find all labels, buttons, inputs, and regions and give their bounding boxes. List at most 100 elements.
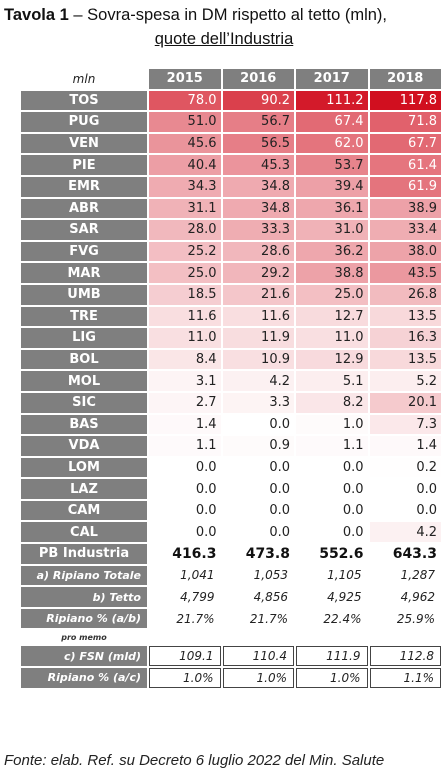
memo-data-label: c) FSN (mld) [21, 646, 147, 667]
region-value: 11.0 [296, 328, 368, 348]
memo-data-value: 112.8 [369, 646, 441, 667]
memo-data-label: Ripiano % (a/c) [21, 668, 147, 688]
region-label: TRE [21, 306, 147, 327]
region-label: ABR [21, 198, 147, 219]
region-value: 26.8 [369, 284, 441, 305]
region-value: 21.6 [222, 284, 294, 305]
region-value: 3.1 [149, 371, 221, 391]
region-value: 11.6 [222, 306, 294, 327]
region-row: ABR 31.1 34.8 36.1 38.9 [21, 198, 441, 219]
summary-value: 4,962 [369, 587, 441, 607]
region-value: 25.2 [149, 241, 221, 262]
title-number: Tavola 1 [4, 6, 69, 24]
region-label: PIE [21, 155, 147, 175]
region-value: 40.4 [149, 155, 221, 175]
overspending-table: mln 2015 2016 2017 2018 TOS 78.0 90.2 111.2… [19, 67, 443, 690]
summary-value: 25.9% [369, 608, 441, 629]
region-value: 12.9 [296, 349, 368, 370]
totals-row: PB Industria 416.3 473.8 552.6 643.3 [21, 544, 441, 564]
memo-data-value: 1.0% [296, 668, 368, 688]
region-value: 34.8 [222, 198, 294, 219]
region-value: 38.9 [369, 198, 441, 219]
region-value: 62.0 [296, 133, 368, 154]
memo-spacer [370, 630, 442, 644]
memo-data-value: 1.0% [222, 668, 294, 688]
region-row: VDA 1.1 0.9 1.1 1.4 [21, 436, 441, 456]
region-value: 0.0 [296, 522, 368, 543]
region-value: 0.0 [149, 457, 221, 478]
region-label: LOM [21, 457, 147, 478]
region-value: 5.1 [296, 371, 368, 391]
region-row: EMR 34.3 34.8 39.4 61.9 [21, 176, 441, 197]
region-value: 33.3 [222, 220, 294, 240]
region-value: 31.1 [149, 198, 221, 219]
title-subtitle: quote dell’Industria [154, 30, 294, 48]
region-value: 0.0 [149, 479, 221, 499]
region-value: 4.2 [222, 371, 294, 391]
summary-label: a) Ripiano Totale [21, 565, 147, 586]
region-value: 18.5 [149, 284, 221, 305]
memo-label: pro memo [21, 630, 147, 645]
region-label: LAZ [21, 479, 147, 499]
year-header: 2018 [369, 69, 441, 89]
totals-value: 552.6 [296, 544, 368, 564]
summary-row: Ripiano % (a/b) 21.7% 21.7% 22.4% 25.9% [21, 608, 441, 629]
summary-value: 4,925 [296, 587, 368, 607]
region-value: 53.7 [296, 155, 368, 175]
region-value: 38.8 [296, 263, 368, 283]
region-row: CAM 0.0 0.0 0.0 0.0 [21, 500, 441, 521]
region-value: 0.9 [222, 436, 294, 456]
unit-header: mln [21, 69, 147, 89]
region-value: 45.6 [149, 133, 221, 154]
region-value: 0.0 [149, 522, 221, 543]
summary-value: 1,287 [369, 565, 441, 586]
summary-value: 21.7% [149, 608, 221, 629]
region-value: 31.0 [296, 220, 368, 240]
region-value: 11.6 [149, 306, 221, 327]
region-value: 33.4 [369, 220, 441, 240]
summary-label: Ripiano % (a/b) [21, 608, 147, 629]
region-row: BAS 1.4 0.0 1.0 7.3 [21, 414, 441, 435]
region-value: 111.2 [296, 90, 368, 111]
region-value: 25.0 [296, 284, 368, 305]
region-row: PIE 40.4 45.3 53.7 61.4 [21, 155, 441, 175]
totals-label: PB Industria [21, 544, 147, 564]
region-value: 56.5 [222, 133, 294, 154]
source-note: Fonte: elab. Ref. su Decreto 6 luglio 20… [4, 752, 385, 769]
region-value: 4.2 [369, 522, 441, 543]
region-label: BAS [21, 414, 147, 435]
region-label: TOS [21, 90, 147, 111]
region-label: CAM [21, 500, 147, 521]
table-title: Tavola 1 – Sovra-spesa in DM rispetto al… [0, 4, 448, 51]
region-label: VEN [21, 133, 147, 154]
region-value: 1.4 [369, 436, 441, 456]
memo-data-row: Ripiano % (a/c) 1.0% 1.0% 1.0% 1.1% [21, 668, 441, 688]
region-value: 1.0 [296, 414, 368, 435]
summary-value: 4,799 [149, 587, 221, 607]
region-value: 1.1 [149, 436, 221, 456]
region-value: 8.4 [149, 349, 221, 370]
region-value: 0.0 [222, 500, 294, 521]
region-label: CAL [21, 522, 147, 543]
region-row: LIG 11.0 11.9 11.0 16.3 [21, 328, 441, 348]
summary-row: a) Ripiano Totale 1,041 1,053 1,105 1,28… [21, 565, 441, 586]
region-row: MAR 25.0 29.2 38.8 43.5 [21, 263, 441, 283]
region-value: 67.7 [369, 133, 441, 154]
region-rows: TOS 78.0 90.2 111.2 117.8 PUG 51.0 56.7 67.4 71.8… [21, 90, 441, 543]
region-row: UMB 18.5 21.6 25.0 26.8 [21, 284, 441, 305]
region-value: 0.0 [369, 500, 441, 521]
region-value: 0.0 [222, 414, 294, 435]
region-row: LAZ 0.0 0.0 0.0 0.0 [21, 479, 441, 499]
region-label: BOL [21, 349, 147, 370]
region-value: 38.0 [369, 241, 441, 262]
region-value: 34.3 [149, 176, 221, 197]
region-label: MOL [21, 371, 147, 391]
region-value: 0.0 [369, 479, 441, 499]
header-row: mln 2015 2016 2017 2018 [21, 69, 441, 89]
region-value: 0.0 [222, 479, 294, 499]
memo-data-value: 111.9 [296, 646, 368, 667]
region-label: PUG [21, 112, 147, 132]
region-label: SIC [21, 392, 147, 413]
region-label: SAR [21, 220, 147, 240]
region-label: UMB [21, 284, 147, 305]
